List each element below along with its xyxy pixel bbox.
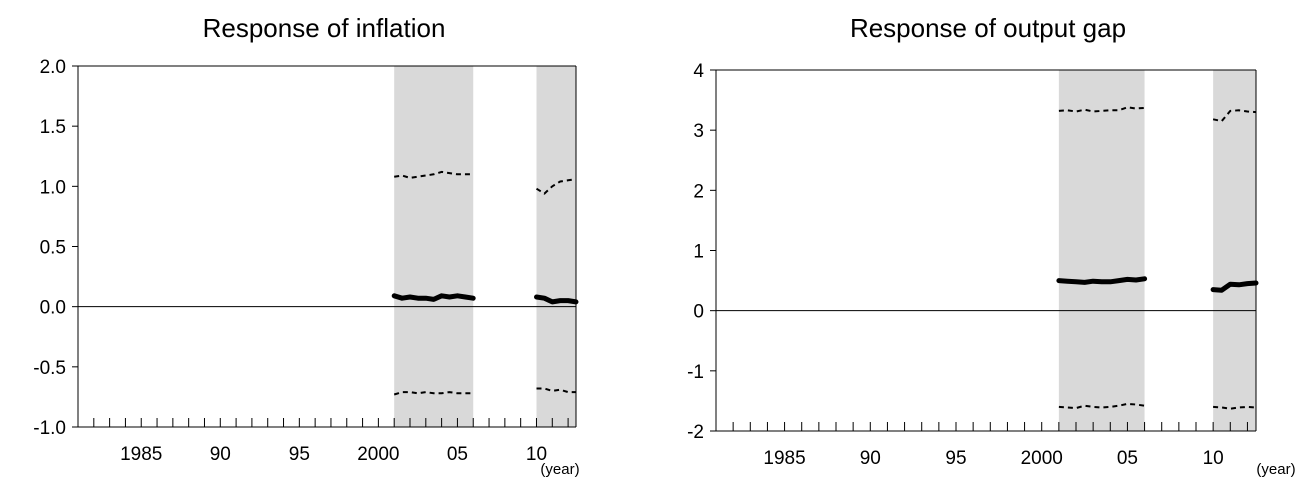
x-tick-label: 95 xyxy=(945,448,966,469)
x-tick-label: 90 xyxy=(860,448,881,469)
y-tick-label: 1 xyxy=(693,242,704,263)
shaded-period xyxy=(1058,70,1145,431)
shaded-period xyxy=(1213,70,1256,431)
shaded-period xyxy=(394,66,474,427)
shaded-period xyxy=(536,66,576,427)
series-line-band xyxy=(1212,109,1257,123)
y-tick-label: 4 xyxy=(693,61,704,82)
x-tick-label: 10 xyxy=(1203,448,1224,469)
series-line-estimate xyxy=(1056,276,1148,285)
series-line-band xyxy=(394,170,474,179)
x-tick-label: 05 xyxy=(1117,448,1138,469)
y-tick-label: 2 xyxy=(693,181,704,202)
y-tick-label: 2.0 xyxy=(40,57,66,78)
series-line-band xyxy=(1058,402,1145,410)
x-tick-label: 2000 xyxy=(357,444,399,465)
series-line-band xyxy=(1213,405,1257,410)
x-tick-label: 90 xyxy=(210,444,231,465)
x-tick-label: 1985 xyxy=(120,444,162,465)
series-line-band xyxy=(535,178,577,195)
chart-title: Response of inflation xyxy=(203,13,446,43)
x-tick-label: 2000 xyxy=(1021,448,1063,469)
series-line-estimate xyxy=(1210,280,1259,293)
y-tick-label: 0.5 xyxy=(40,238,66,259)
y-tick-label: -2 xyxy=(687,422,704,443)
chart-output-gap: Response of output gap -2 -1 0 1 2 3 4 1985 90 95… xyxy=(687,13,1295,478)
x-unit-label: (year) xyxy=(1256,461,1295,478)
x-tick-label: 95 xyxy=(289,444,310,465)
y-tick-label: 3 xyxy=(693,121,704,142)
series-line-band xyxy=(1058,106,1145,113)
x-tick-label: 05 xyxy=(447,444,468,465)
x-tick-label: 10 xyxy=(526,444,547,465)
series-line-estimate xyxy=(534,294,579,305)
chart-inflation: Response of inflation -1.0 -0.5 0.0 0.5 1.0 1… xyxy=(33,13,579,478)
x-unit-label: (year) xyxy=(540,461,579,478)
y-tick-label: 0 xyxy=(693,302,704,323)
y-tick-label: 1.0 xyxy=(40,177,66,198)
y-tick-label: -1 xyxy=(687,362,704,383)
y-tick-label: -1.0 xyxy=(33,418,66,439)
series-line-band xyxy=(536,387,576,394)
x-tick-label: 1985 xyxy=(763,448,805,469)
series-line-estimate xyxy=(391,293,476,302)
y-tick-label: -0.5 xyxy=(33,358,66,379)
series-line-band xyxy=(393,391,474,396)
chart-title: Response of output gap xyxy=(850,13,1126,43)
y-tick-label: 0.0 xyxy=(40,298,66,319)
y-tick-label: 1.5 xyxy=(40,117,66,138)
